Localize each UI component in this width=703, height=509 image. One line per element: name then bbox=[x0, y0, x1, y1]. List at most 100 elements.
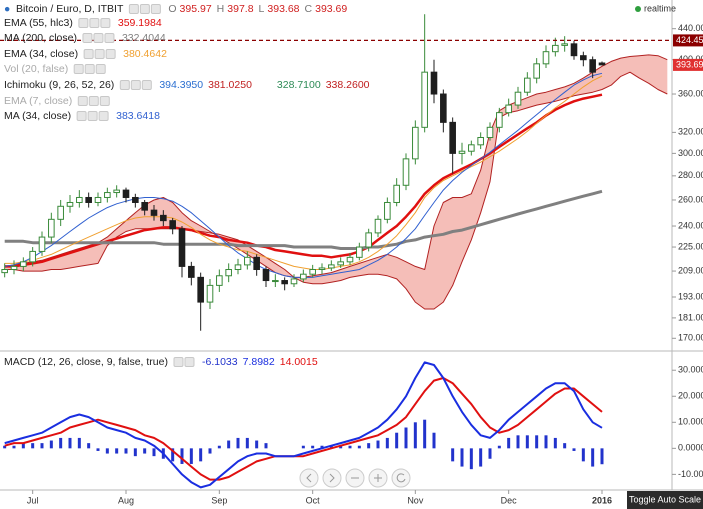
y-tick-label: 300.00 bbox=[678, 148, 703, 158]
candle-body bbox=[262, 269, 270, 282]
macd-histogram-bar bbox=[208, 448, 212, 454]
legend-icon[interactable] bbox=[141, 80, 152, 90]
legend-icon[interactable] bbox=[94, 49, 105, 59]
y-tick-label: 280.00 bbox=[678, 170, 703, 180]
legend-name: MA (200, close) bbox=[4, 32, 77, 44]
macd-histogram-bar bbox=[3, 445, 7, 449]
macd-histogram-bar bbox=[264, 443, 268, 449]
legend-icon[interactable] bbox=[139, 4, 150, 14]
legend-icon[interactable] bbox=[76, 111, 87, 121]
legend-name: MACD (12, 26, close, 9, false, true) bbox=[4, 356, 168, 368]
y-tick-label: 193.00 bbox=[678, 291, 703, 301]
macd-histogram-bar bbox=[563, 443, 567, 449]
macd-histogram-bar bbox=[553, 437, 557, 449]
legend-icon[interactable] bbox=[77, 96, 88, 106]
legend-value: 14.0015 bbox=[280, 356, 318, 368]
y-tick-label: 260.00 bbox=[678, 194, 703, 204]
candle-body bbox=[85, 196, 92, 203]
price-level-box bbox=[673, 34, 703, 47]
legend-icon[interactable] bbox=[88, 96, 99, 106]
macd-histogram-bar bbox=[516, 435, 520, 449]
candle-body bbox=[141, 201, 148, 211]
macd-histogram-bar bbox=[348, 445, 352, 449]
candle-body bbox=[10, 265, 18, 271]
ohlc-value: 395.97 bbox=[180, 3, 212, 15]
macd-histogram-bar bbox=[115, 448, 119, 454]
candle-body bbox=[449, 121, 456, 154]
last-price-label: 393.69 bbox=[676, 59, 703, 69]
legend-icon[interactable] bbox=[93, 33, 104, 43]
legend-icon[interactable] bbox=[130, 80, 141, 90]
macd-histogram-bar bbox=[423, 419, 427, 449]
legend-icon[interactable] bbox=[105, 49, 116, 59]
legend-icon[interactable] bbox=[100, 18, 111, 28]
legend-icon[interactable] bbox=[128, 4, 139, 14]
macd-histogram-bar bbox=[31, 443, 35, 449]
macd-histogram-bar bbox=[460, 448, 464, 467]
macd-histogram-bar bbox=[255, 440, 259, 449]
candle-body bbox=[244, 256, 251, 266]
y-tick-label: 240.00 bbox=[678, 220, 703, 230]
x-tick-label: Nov bbox=[407, 495, 424, 505]
legend-icon[interactable] bbox=[99, 96, 110, 106]
last-price-box bbox=[673, 58, 703, 71]
scroll-right-button[interactable] bbox=[322, 468, 342, 488]
macd-y-tick-label: 0.0000 bbox=[678, 443, 703, 453]
legend-icon[interactable] bbox=[78, 18, 89, 28]
ohlc-name: H bbox=[217, 3, 225, 15]
ohlc-value: 393.69 bbox=[315, 3, 347, 15]
legend-icon[interactable] bbox=[119, 80, 130, 90]
macd-y-tick-label: 20.0000 bbox=[678, 391, 703, 401]
candle-body bbox=[505, 104, 512, 114]
macd-histogram-bar bbox=[507, 437, 511, 449]
y-tick-label: 181.00 bbox=[678, 312, 703, 322]
x-tick-label: Oct bbox=[306, 495, 321, 505]
icon bbox=[374, 474, 382, 482]
reset-button[interactable] bbox=[391, 468, 411, 488]
candle-body bbox=[300, 273, 307, 280]
legend-icon[interactable] bbox=[73, 64, 84, 74]
legend-icon[interactable] bbox=[95, 64, 106, 74]
candle-body bbox=[374, 218, 382, 234]
legend-icon[interactable] bbox=[98, 111, 109, 121]
macd-histogram-bar bbox=[357, 445, 361, 449]
legend-icon[interactable] bbox=[104, 33, 115, 43]
toggle-auto-scale-button[interactable] bbox=[627, 491, 703, 509]
macd-histogram-bar bbox=[469, 448, 473, 470]
candle-body bbox=[1, 269, 8, 274]
candle-body bbox=[496, 112, 503, 128]
candle-body bbox=[393, 184, 400, 203]
scroll-left-button[interactable] bbox=[299, 468, 319, 488]
legend-icon[interactable] bbox=[87, 111, 98, 121]
legend-icon[interactable] bbox=[82, 33, 93, 43]
legend-name: EMA (34, close) bbox=[4, 48, 78, 60]
x-tick-label: Sep bbox=[211, 495, 227, 505]
macd-histogram-bar bbox=[96, 448, 100, 451]
macd-histogram-bar bbox=[49, 440, 53, 449]
candle-body bbox=[94, 196, 102, 203]
legend-icon[interactable] bbox=[89, 18, 100, 28]
macd-histogram-bar bbox=[133, 448, 137, 457]
macd-y-tick-label: 30.0000 bbox=[678, 365, 703, 375]
legend-icon[interactable] bbox=[84, 64, 95, 74]
legend-icon[interactable] bbox=[184, 357, 195, 367]
candle-body bbox=[552, 44, 559, 53]
legend-icon[interactable] bbox=[150, 4, 161, 14]
legend-icon[interactable] bbox=[83, 49, 94, 59]
legend-value: 7.8982 bbox=[243, 356, 275, 368]
status-dot bbox=[635, 6, 641, 12]
candle-body bbox=[384, 201, 391, 220]
candle-body bbox=[440, 93, 447, 123]
macd-histogram-bar bbox=[124, 448, 128, 454]
macd-histogram-bar bbox=[143, 448, 147, 454]
macd-histogram-bar bbox=[189, 448, 193, 464]
y-tick-label: 225.00 bbox=[678, 241, 703, 251]
legend-name: Vol (20, false) bbox=[4, 63, 68, 75]
macd-histogram-bar bbox=[236, 437, 240, 449]
symbol-icon: ● bbox=[4, 3, 10, 15]
legend-icon[interactable] bbox=[173, 357, 184, 367]
macd-histogram-bar bbox=[40, 443, 44, 449]
macd-histogram-bar bbox=[227, 440, 231, 449]
ichimoku-cloud bbox=[4, 54, 668, 310]
